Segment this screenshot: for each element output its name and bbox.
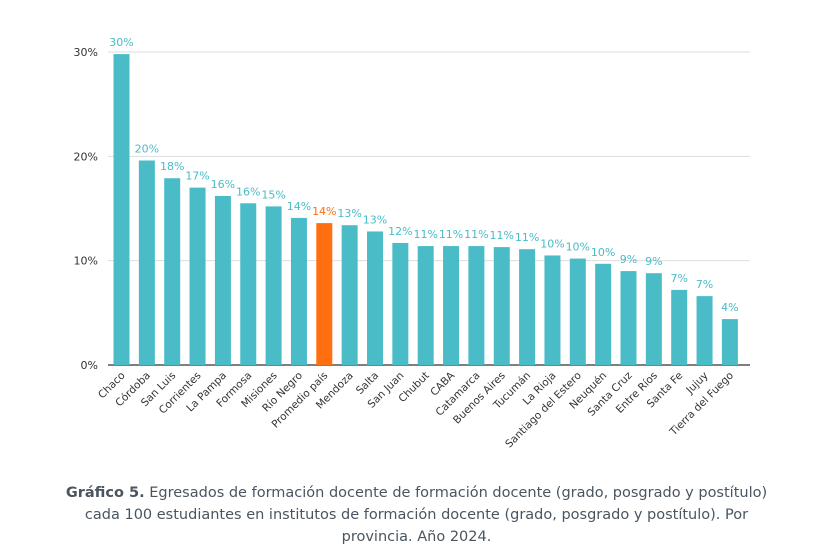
data-label: 9% (620, 253, 637, 266)
data-label: 20% (135, 143, 159, 156)
bar-la-rioja (544, 255, 561, 365)
bar-chubut (417, 246, 434, 365)
bar-entre-ríos (645, 273, 662, 365)
y-tick-label: 10% (74, 255, 98, 268)
bar-buenos-aires (493, 247, 510, 365)
chart-caption: Gráfico 5. Egresados de formación docent… (60, 482, 773, 548)
y-tick-label: 0% (81, 359, 98, 372)
y-tick-label: 20% (74, 150, 98, 163)
bar-mendoza (341, 225, 358, 365)
data-label: 7% (670, 272, 687, 285)
data-label: 17% (185, 170, 209, 183)
bar-chaco (113, 54, 130, 365)
data-label: 13% (363, 213, 387, 226)
bar-san-luis (164, 178, 181, 365)
data-label: 16% (236, 185, 260, 198)
y-tick-label: 30% (74, 46, 98, 59)
data-label: 10% (540, 237, 564, 250)
data-label: 4% (721, 301, 738, 314)
bar-río-negro (290, 217, 307, 365)
bar-tierra-del-fuego (721, 319, 738, 365)
bar-córdoba (138, 160, 155, 365)
data-label: 15% (261, 188, 285, 201)
data-label: 16% (211, 178, 235, 191)
bar-jujuy (696, 296, 713, 365)
bar-santa-fe (671, 289, 688, 365)
data-label: 11% (464, 228, 488, 241)
caption-text: Egresados de formación docente de formac… (84, 485, 768, 545)
caption-label: Gráfico 5. (65, 485, 145, 501)
bar-caba (443, 246, 460, 365)
bars (113, 54, 738, 365)
data-label: 7% (696, 278, 713, 291)
data-label: 11% (515, 231, 539, 244)
bar-neuquén (595, 263, 612, 365)
data-label: 11% (490, 229, 514, 242)
bar-promedio-país (316, 223, 333, 365)
data-label: 10% (566, 241, 590, 254)
data-label: 11% (413, 228, 437, 241)
data-label: 11% (439, 228, 463, 241)
data-label: 13% (337, 207, 361, 220)
data-label: 14% (312, 205, 336, 218)
bar-catamarca (468, 246, 485, 365)
bar-santiago-del-estero (569, 258, 586, 365)
data-label: 10% (591, 246, 615, 259)
bar-san-juan (392, 242, 409, 365)
bar-formosa (240, 203, 257, 365)
bar-tucumán (519, 249, 536, 365)
bar-santa-cruz (620, 271, 637, 365)
data-label: 9% (645, 255, 662, 268)
data-label: 30% (109, 36, 133, 49)
bar-chart: 0%10%20%30% 30%20%18%17%16%16% 15%14% 14% 1… (74, 36, 750, 450)
bar-salta (367, 231, 383, 365)
data-labels: 30%20%18%17%16%16% 15%14% 14% 13% 13%12% 11% 1… (109, 36, 738, 314)
bar-la-pampa (214, 195, 231, 365)
data-label: 18% (160, 160, 184, 173)
data-label: 14% (287, 200, 311, 213)
y-axis: 0% 10% 20% 30% (74, 46, 98, 372)
bar-corrientes (189, 187, 206, 365)
bar-misiones (265, 206, 282, 365)
data-label: 12% (388, 225, 412, 238)
